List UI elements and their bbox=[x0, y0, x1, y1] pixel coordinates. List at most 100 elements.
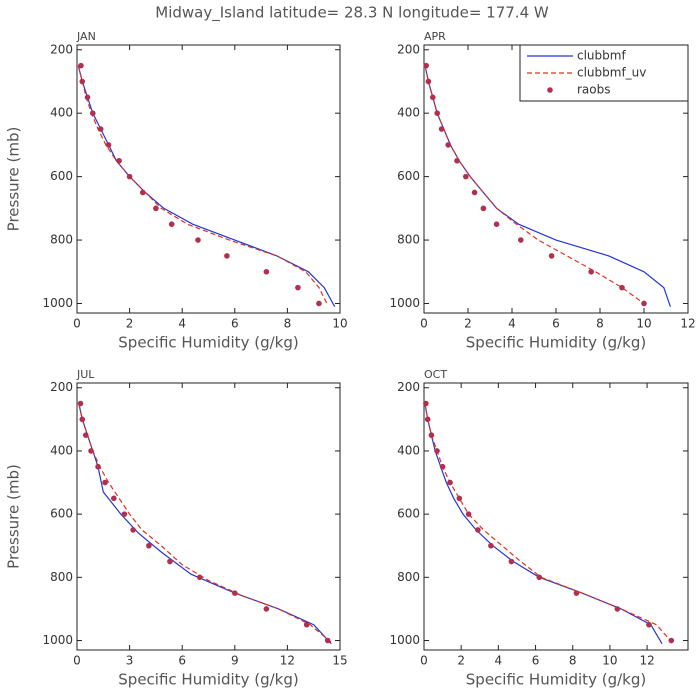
raob-point bbox=[619, 284, 625, 291]
raob-point bbox=[111, 495, 117, 502]
raob-point bbox=[536, 574, 543, 581]
raob-point bbox=[425, 78, 432, 85]
raob-point bbox=[471, 189, 478, 196]
x-tick-label: 10 bbox=[636, 317, 651, 331]
y-tick-label: 200 bbox=[50, 42, 73, 56]
raob-point bbox=[428, 432, 435, 438]
y-tick-label: 200 bbox=[397, 42, 420, 56]
x-tick-label: 2 bbox=[126, 317, 134, 331]
chart-title: Midway_Island latitude= 28.3 N longitude… bbox=[155, 4, 549, 23]
raob-point bbox=[423, 62, 430, 69]
raob-point bbox=[646, 621, 652, 628]
raob-point bbox=[121, 511, 128, 517]
raob-point bbox=[146, 542, 152, 549]
raob-point bbox=[89, 110, 96, 116]
raob-point bbox=[303, 621, 310, 628]
x-tick-label: 8 bbox=[596, 317, 604, 331]
y-axis-label: Pressure (mb) bbox=[5, 127, 23, 232]
raob-point bbox=[493, 221, 500, 227]
x-tick-label: 0 bbox=[420, 654, 428, 668]
x-tick-label: 12 bbox=[280, 654, 295, 668]
x-tick-label: 6 bbox=[231, 317, 239, 331]
x-tick-label: 12 bbox=[680, 317, 695, 331]
raob-point bbox=[456, 495, 463, 502]
x-tick-label: 6 bbox=[552, 317, 560, 331]
x-tick-label: 0 bbox=[73, 317, 81, 331]
y-tick-label: 1000 bbox=[389, 633, 420, 647]
raob-point bbox=[475, 527, 481, 533]
raob-point bbox=[463, 173, 469, 180]
raob-point bbox=[130, 527, 136, 533]
legend-label: clubbmf bbox=[577, 49, 626, 63]
raob-point bbox=[439, 463, 446, 470]
profile-line bbox=[424, 65, 671, 307]
profile-line bbox=[424, 403, 663, 645]
raob-point bbox=[641, 300, 647, 307]
raob-point bbox=[79, 78, 86, 85]
x-tick-label: 9 bbox=[231, 654, 239, 668]
y-tick-label: 800 bbox=[397, 570, 420, 584]
y-tick-label: 1000 bbox=[389, 296, 420, 310]
raob-point bbox=[424, 416, 431, 423]
raob-point bbox=[78, 62, 84, 69]
panel-label: JAN bbox=[76, 30, 96, 43]
x-tick-label: 6 bbox=[532, 654, 540, 668]
raob-point bbox=[488, 542, 494, 549]
y-tick-label: 400 bbox=[50, 106, 73, 120]
panel-label: OCT bbox=[424, 368, 447, 381]
raob-point bbox=[454, 157, 460, 164]
profile-line bbox=[424, 65, 645, 304]
profile-line bbox=[424, 403, 674, 645]
legend-marker bbox=[547, 87, 553, 93]
raob-point bbox=[97, 126, 104, 132]
raob-point bbox=[153, 205, 159, 212]
raob-point bbox=[324, 637, 331, 644]
raob-point bbox=[95, 463, 101, 470]
y-axis-label: Pressure (mb) bbox=[5, 464, 23, 569]
raob-point bbox=[224, 253, 230, 259]
raob-point bbox=[573, 590, 580, 596]
x-tick-label: 6 bbox=[178, 654, 186, 668]
raob-point bbox=[88, 448, 94, 454]
y-tick-label: 400 bbox=[397, 443, 420, 457]
y-tick-label: 800 bbox=[50, 233, 73, 247]
raob-point bbox=[434, 448, 440, 454]
raob-point bbox=[232, 590, 238, 596]
raob-point bbox=[139, 189, 146, 196]
raob-point bbox=[588, 268, 594, 275]
raob-point bbox=[447, 479, 453, 486]
profile-line bbox=[78, 403, 334, 645]
x-tick-label: 0 bbox=[420, 317, 428, 331]
y-tick-label: 400 bbox=[397, 106, 420, 120]
raob-point bbox=[668, 637, 675, 644]
raob-point bbox=[263, 268, 270, 275]
legend-label: clubbmf_uv bbox=[577, 66, 646, 80]
x-axis-label: Specific Humidity (g/kg) bbox=[466, 671, 646, 689]
plot-frame bbox=[76, 44, 341, 314]
panel-label: APR bbox=[424, 30, 446, 43]
x-tick-label: 4 bbox=[508, 317, 516, 331]
raob-point bbox=[434, 110, 441, 116]
x-tick-label: 4 bbox=[495, 654, 503, 668]
y-tick-label: 200 bbox=[397, 380, 420, 394]
x-tick-label: 3 bbox=[126, 654, 134, 668]
raob-point bbox=[82, 432, 89, 438]
raob-point bbox=[295, 284, 301, 291]
raob-point bbox=[195, 237, 201, 243]
y-tick-label: 1000 bbox=[42, 296, 73, 310]
raob-point bbox=[77, 400, 84, 407]
raob-point bbox=[445, 142, 452, 148]
x-tick-label: 2 bbox=[464, 317, 472, 331]
raob-point bbox=[196, 574, 203, 581]
raob-point bbox=[105, 142, 112, 148]
raob-point bbox=[508, 558, 515, 565]
y-tick-label: 400 bbox=[50, 443, 73, 457]
y-tick-label: 600 bbox=[397, 507, 420, 521]
legend-label: raobs bbox=[577, 83, 611, 97]
x-tick-label: 10 bbox=[602, 654, 617, 668]
raob-point bbox=[116, 157, 122, 164]
raob-point bbox=[102, 479, 108, 486]
raob-point bbox=[263, 606, 270, 612]
y-tick-label: 800 bbox=[50, 570, 73, 584]
